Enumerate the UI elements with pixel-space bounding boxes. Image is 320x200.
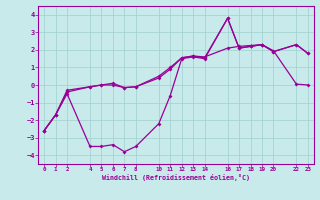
X-axis label: Windchill (Refroidissement éolien,°C): Windchill (Refroidissement éolien,°C) (102, 174, 250, 181)
